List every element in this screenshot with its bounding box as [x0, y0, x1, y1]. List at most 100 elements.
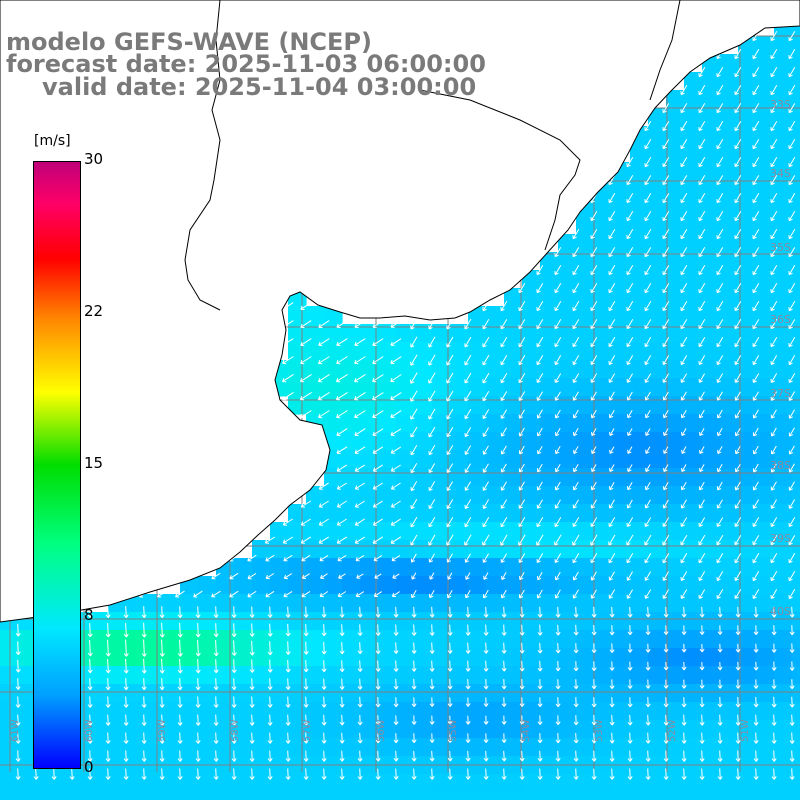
wind-arrow [573, 446, 579, 455]
wind-arrow [681, 428, 687, 437]
wind-cell [144, 594, 163, 613]
wind-cell [558, 792, 577, 800]
wind-cell [540, 306, 559, 325]
wind-cell [342, 540, 361, 559]
wind-cell [180, 738, 199, 757]
wind-cell [702, 180, 721, 199]
wind-cell [360, 684, 379, 703]
wind-cell [468, 432, 487, 451]
wind-arrow [501, 678, 507, 690]
wind-cell [756, 36, 775, 55]
wind-cell [90, 684, 109, 703]
wind-cell [648, 702, 667, 721]
wind-cell [378, 522, 397, 541]
wind-arrow [465, 733, 471, 743]
wind-cell [504, 396, 523, 415]
wind-cell [396, 792, 415, 800]
wind-arrow [753, 661, 759, 671]
wind-cell [306, 324, 325, 343]
wind-arrow [590, 534, 598, 546]
wind-arrow [608, 319, 616, 330]
wind-cell [414, 414, 433, 433]
wind-cell [612, 630, 631, 649]
wind-arrow [410, 426, 418, 438]
wind-arrow [105, 606, 111, 619]
wind-cell [558, 630, 577, 649]
wind-cell [504, 306, 523, 325]
wind-arrow [339, 732, 345, 744]
wind-cell [540, 378, 559, 397]
wind-cell [576, 666, 595, 685]
wind-arrow [105, 732, 111, 744]
wind-arrow [335, 391, 348, 401]
wind-cell [594, 234, 613, 253]
wind-cell [738, 198, 757, 217]
wind-cell [558, 504, 577, 523]
wind-cell [648, 630, 667, 649]
wind-cell [522, 648, 541, 667]
wind-cell [720, 540, 739, 559]
wind-cell [594, 486, 613, 505]
wind-arrow [393, 750, 399, 762]
wind-cell [18, 666, 37, 685]
wind-cell [396, 774, 415, 793]
wind-cell [684, 306, 703, 325]
wind-cell [738, 180, 757, 199]
wind-arrow [681, 750, 687, 762]
wind-arrow [680, 499, 687, 509]
wind-arrow [572, 337, 580, 348]
wind-arrow [716, 247, 724, 258]
wind-cell [792, 720, 800, 739]
wind-cell [396, 630, 415, 649]
wind-cell [738, 594, 757, 613]
wind-arrow [609, 464, 615, 472]
wind-cell [666, 162, 685, 181]
wind-arrow [410, 390, 418, 402]
wind-cell [342, 450, 361, 469]
wind-cell [432, 342, 451, 361]
wind-cell [756, 630, 775, 649]
wind-cell [414, 684, 433, 703]
wind-cell [18, 738, 37, 757]
wind-cell [576, 450, 595, 469]
wind-arrow [482, 372, 490, 384]
wind-cell [252, 576, 271, 595]
wind-cell [576, 684, 595, 703]
wind-arrow [717, 643, 723, 653]
wind-arrow [518, 427, 525, 437]
wind-arrow [663, 679, 669, 689]
wind-arrow [87, 696, 93, 708]
wind-cell [720, 306, 739, 325]
wind-cell [738, 360, 757, 379]
wind-cell [738, 630, 757, 649]
wind-cell [756, 360, 775, 379]
wind-cell [432, 414, 451, 433]
wind-arrow [500, 589, 507, 599]
wind-cell [486, 432, 505, 451]
wind-cell [702, 378, 721, 397]
wind-arrow [770, 211, 778, 222]
wind-arrow [518, 373, 526, 384]
wind-arrow [554, 481, 561, 491]
wind-cell [666, 108, 685, 127]
wind-arrow [752, 445, 759, 455]
wind-arrow [159, 696, 165, 708]
wind-cell [54, 792, 73, 800]
wind-arrow [662, 247, 670, 258]
wind-arrow [591, 606, 597, 618]
wind-arrow [303, 768, 309, 780]
wind-arrow [87, 659, 93, 674]
wind-arrow [681, 625, 687, 635]
wind-arrow [608, 517, 616, 528]
wind-cell [504, 432, 523, 451]
wind-arrow [141, 622, 147, 638]
wind-cell [270, 738, 289, 757]
wind-cell [612, 288, 631, 307]
coastline [0, 0, 800, 623]
wind-arrow [285, 714, 291, 726]
wind-arrow [698, 534, 706, 546]
wind-cell [738, 72, 757, 91]
wind-cell [18, 792, 37, 800]
wind-cell [378, 666, 397, 685]
wind-arrow [752, 427, 759, 437]
